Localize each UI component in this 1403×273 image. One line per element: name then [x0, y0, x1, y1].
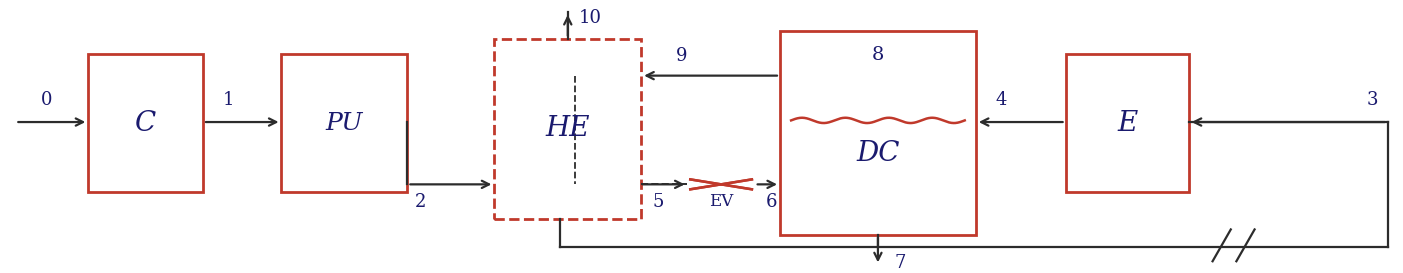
FancyBboxPatch shape: [494, 38, 641, 219]
FancyBboxPatch shape: [282, 54, 407, 192]
FancyBboxPatch shape: [88, 54, 203, 192]
Text: 4: 4: [996, 91, 1007, 109]
Text: 9: 9: [676, 47, 687, 65]
Text: EV: EV: [709, 192, 734, 209]
Text: 0: 0: [41, 91, 52, 109]
Text: 3: 3: [1367, 91, 1378, 109]
Text: E: E: [1117, 110, 1138, 137]
Text: 7: 7: [895, 254, 906, 272]
Text: 10: 10: [579, 9, 602, 26]
Text: 2: 2: [414, 193, 427, 211]
Text: 8: 8: [871, 46, 884, 64]
Text: HE: HE: [546, 115, 591, 142]
Text: C: C: [135, 110, 156, 137]
FancyBboxPatch shape: [1065, 54, 1188, 192]
Text: 6: 6: [766, 193, 777, 211]
Text: 5: 5: [652, 193, 664, 211]
Text: 1: 1: [223, 91, 234, 109]
Text: DC: DC: [856, 140, 899, 167]
Text: PU: PU: [325, 112, 363, 135]
FancyBboxPatch shape: [780, 31, 976, 235]
